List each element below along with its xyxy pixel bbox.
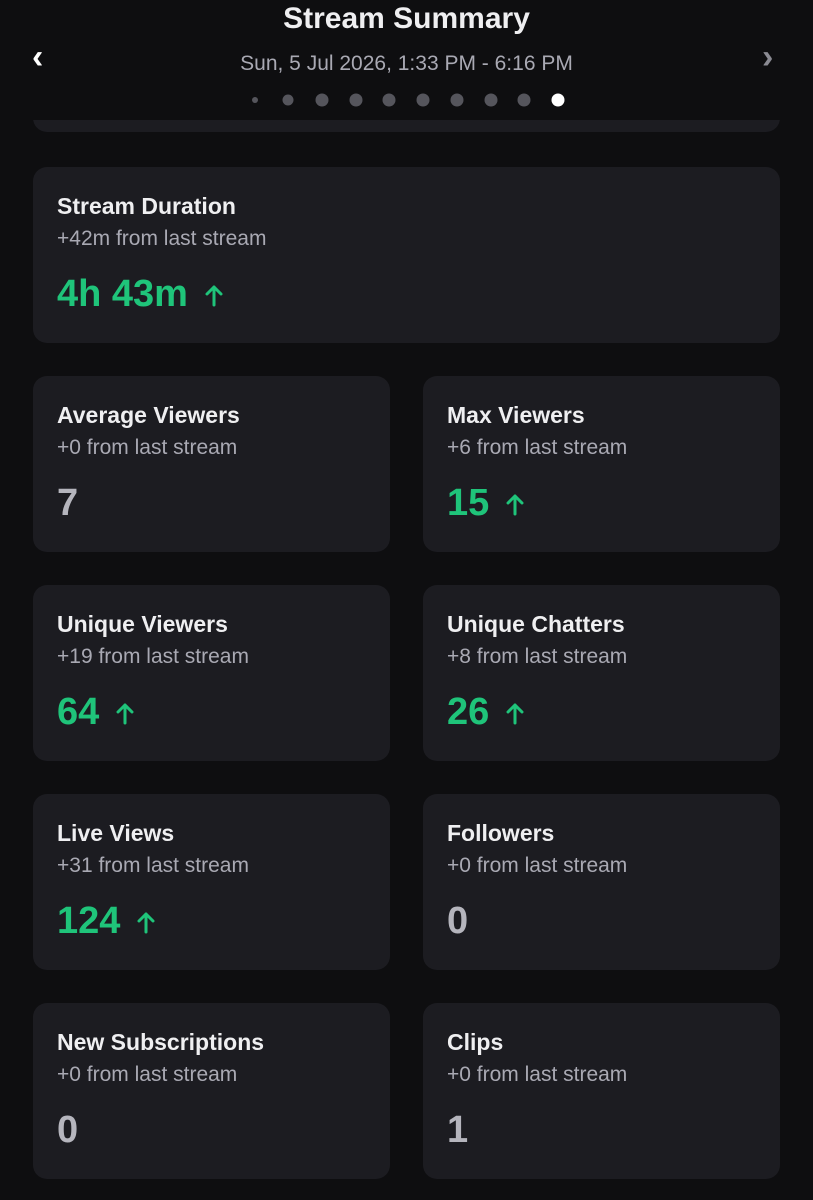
stat-value: 0	[57, 1109, 79, 1151]
stat-title: Clips	[447, 1029, 504, 1055]
page-dot[interactable]	[484, 93, 498, 107]
page-dot-active[interactable]	[551, 93, 565, 107]
stat-value: 124	[57, 900, 121, 942]
stat-change: +0 from last stream	[447, 1063, 628, 1086]
page-dot[interactable]	[282, 94, 294, 106]
stat-change: +0 from last stream	[57, 1063, 238, 1086]
page-dot[interactable]	[349, 93, 363, 107]
stat-change: +0 from last stream	[57, 436, 238, 459]
stat-change: +42m from last stream	[57, 227, 267, 250]
page-dot[interactable]	[252, 97, 258, 103]
header-backdrop	[0, 0, 813, 120]
stat-change: +0 from last stream	[447, 854, 628, 877]
stat-card: Unique Viewers +19 from last stream 64	[33, 585, 390, 761]
stat-title: Max Viewers	[447, 402, 585, 428]
page-dot[interactable]	[450, 93, 464, 107]
stat-value-row: 26	[447, 691, 525, 734]
trend-arrow	[506, 703, 524, 724]
stat-card: Average Viewers +0 from last stream 7	[33, 376, 390, 552]
stat-value-row: 0	[447, 900, 468, 943]
stat-value: 0	[447, 900, 469, 942]
stat-card: Max Viewers +6 from last stream 15	[423, 376, 780, 552]
stat-value: 1	[447, 1109, 469, 1151]
page-dot[interactable]	[382, 93, 396, 107]
stat-value-row: 1	[447, 1109, 468, 1152]
date-range: Sun, 5 Jul 2026, 1:33 PM - 6:16 PM	[240, 52, 573, 75]
stat-change: +31 from last stream	[57, 854, 249, 877]
page-dot[interactable]	[517, 93, 531, 107]
stat-value-row: 64	[57, 691, 135, 734]
stat-change: +6 from last stream	[447, 436, 628, 459]
stat-title: Average Viewers	[57, 402, 240, 428]
trend-arrow	[116, 703, 134, 724]
prev-button[interactable]: ‹	[32, 38, 44, 76]
stat-value-row: 124	[57, 900, 156, 943]
trend-up-icon	[506, 703, 524, 724]
stat-card: Stream Duration +42m from last stream 4h 4…	[33, 167, 780, 343]
page-dot[interactable]	[315, 93, 329, 107]
stat-value: 7	[57, 482, 79, 524]
stat-card: Live Views +31 from last stream 124	[33, 794, 390, 970]
stat-title: Stream Duration	[57, 193, 236, 219]
stat-change: +19 from last stream	[57, 645, 249, 668]
trend-up-icon	[205, 285, 223, 306]
stat-value-row: 15	[447, 482, 525, 525]
stat-title: Unique Chatters	[447, 611, 625, 637]
stat-card: Followers +0 from last stream 0	[423, 794, 780, 970]
stat-card: Unique Chatters +8 from last stream 26	[423, 585, 780, 761]
trend-up-icon	[137, 912, 155, 933]
stat-value: 64	[57, 691, 100, 733]
stat-value: 26	[447, 691, 490, 733]
stat-title: Unique Viewers	[57, 611, 228, 637]
stat-value: 15	[447, 482, 490, 524]
stat-value-row: 4h 43m	[57, 273, 224, 316]
trend-arrow	[137, 912, 155, 933]
stat-title: Live Views	[57, 820, 175, 846]
stat-title: Followers	[447, 820, 555, 846]
stat-value: 4h 43m	[57, 273, 188, 315]
header-title: Stream Summary	[283, 2, 530, 35]
stat-value-row: 7	[57, 482, 78, 525]
trend-arrow	[506, 494, 524, 515]
page-dot[interactable]	[416, 93, 430, 107]
stat-value-row: 0	[57, 1109, 78, 1152]
stat-card: Clips +0 from last stream 1	[423, 1003, 780, 1179]
stat-title: New Subscriptions	[57, 1029, 265, 1055]
stat-card: New Subscriptions +0 from last stream 0	[33, 1003, 390, 1179]
stat-change: +8 from last stream	[447, 645, 628, 668]
trend-up-icon	[506, 494, 524, 515]
next-button[interactable]: ›	[762, 38, 774, 76]
trend-up-icon	[116, 703, 134, 724]
trend-arrow	[205, 285, 223, 306]
pagination	[252, 93, 565, 107]
